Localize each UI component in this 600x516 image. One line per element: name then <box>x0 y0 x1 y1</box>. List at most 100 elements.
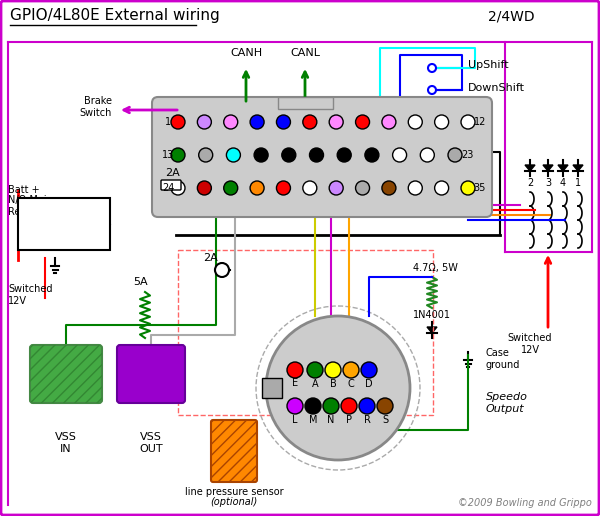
FancyBboxPatch shape <box>211 420 257 482</box>
Text: C: C <box>347 379 355 389</box>
Circle shape <box>461 115 475 129</box>
Circle shape <box>307 362 323 378</box>
Polygon shape <box>558 165 568 171</box>
Text: M: M <box>309 415 317 425</box>
Text: CANL: CANL <box>290 48 320 58</box>
Circle shape <box>337 148 351 162</box>
Text: VSS
OUT: VSS OUT <box>139 432 163 454</box>
Text: 87: 87 <box>25 208 35 218</box>
Text: 85: 85 <box>55 233 65 241</box>
Circle shape <box>408 181 422 195</box>
Circle shape <box>434 181 449 195</box>
Polygon shape <box>427 327 437 333</box>
Text: Switched
12V: Switched 12V <box>8 284 53 306</box>
Circle shape <box>254 148 268 162</box>
Circle shape <box>448 148 462 162</box>
Text: 4.7Ω, 5W: 4.7Ω, 5W <box>413 263 457 273</box>
Circle shape <box>359 398 375 414</box>
Circle shape <box>325 362 341 378</box>
Text: D: D <box>365 379 373 389</box>
Text: N/O Main
Relay: N/O Main Relay <box>8 195 53 217</box>
Text: 1: 1 <box>165 117 171 127</box>
FancyBboxPatch shape <box>161 180 181 190</box>
FancyBboxPatch shape <box>30 345 102 403</box>
Text: A: A <box>311 379 319 389</box>
Circle shape <box>343 362 359 378</box>
Text: N: N <box>328 415 335 425</box>
Text: L: L <box>292 415 298 425</box>
Circle shape <box>356 181 370 195</box>
Circle shape <box>420 148 434 162</box>
Circle shape <box>250 115 264 129</box>
Text: 30: 30 <box>55 208 65 218</box>
Text: P: P <box>346 415 352 425</box>
Circle shape <box>226 148 241 162</box>
Circle shape <box>428 86 436 94</box>
Text: 12: 12 <box>474 117 486 127</box>
Text: 24: 24 <box>162 183 174 193</box>
Circle shape <box>277 115 290 129</box>
Circle shape <box>250 181 264 195</box>
Text: B: B <box>329 379 337 389</box>
Text: CANH: CANH <box>230 48 262 58</box>
Text: 23: 23 <box>461 150 473 160</box>
Circle shape <box>215 263 229 277</box>
Bar <box>262 378 282 398</box>
Circle shape <box>428 64 436 72</box>
Circle shape <box>305 398 321 414</box>
Text: Batt +: Batt + <box>8 185 40 195</box>
Circle shape <box>266 316 410 460</box>
Circle shape <box>377 398 393 414</box>
Polygon shape <box>573 165 583 171</box>
Text: 35: 35 <box>474 183 486 193</box>
Circle shape <box>310 148 323 162</box>
Circle shape <box>197 115 211 129</box>
Circle shape <box>356 115 370 129</box>
Circle shape <box>197 181 211 195</box>
Circle shape <box>277 181 290 195</box>
Circle shape <box>224 181 238 195</box>
Bar <box>18 198 110 250</box>
Circle shape <box>382 115 396 129</box>
Text: 4: 4 <box>560 178 566 188</box>
Circle shape <box>171 115 185 129</box>
Circle shape <box>224 115 238 129</box>
Text: UpShift: UpShift <box>468 60 509 70</box>
Circle shape <box>171 148 185 162</box>
Circle shape <box>382 181 396 195</box>
Text: Case
ground: Case ground <box>486 348 520 369</box>
Circle shape <box>282 148 296 162</box>
Circle shape <box>329 115 343 129</box>
Text: 5A: 5A <box>133 277 148 287</box>
Text: GPIO/4L80E External wiring: GPIO/4L80E External wiring <box>10 8 220 23</box>
Text: 2A: 2A <box>203 253 217 263</box>
Bar <box>278 97 333 109</box>
Circle shape <box>287 398 303 414</box>
Circle shape <box>171 181 185 195</box>
Circle shape <box>303 115 317 129</box>
Text: R: R <box>364 415 370 425</box>
Text: ©2009 Bowling and Grippo: ©2009 Bowling and Grippo <box>458 498 592 508</box>
Circle shape <box>408 115 422 129</box>
Text: Speedo
Output: Speedo Output <box>486 392 528 414</box>
Text: VSS
IN: VSS IN <box>55 432 77 454</box>
Circle shape <box>199 148 212 162</box>
Circle shape <box>365 148 379 162</box>
Circle shape <box>392 148 407 162</box>
Text: S: S <box>382 415 388 425</box>
Text: 3: 3 <box>545 178 551 188</box>
Circle shape <box>341 398 357 414</box>
Text: E: E <box>292 378 298 388</box>
Circle shape <box>361 362 377 378</box>
Circle shape <box>287 362 303 378</box>
Circle shape <box>303 181 317 195</box>
Text: Brake
Switch: Brake Switch <box>80 96 112 118</box>
Text: line pressure sensor: line pressure sensor <box>185 487 283 497</box>
Text: DownShift: DownShift <box>468 83 525 93</box>
Polygon shape <box>525 165 535 171</box>
Polygon shape <box>543 165 553 171</box>
Text: 1: 1 <box>575 178 581 188</box>
Circle shape <box>329 181 343 195</box>
Text: Switched
12V: Switched 12V <box>508 333 552 354</box>
Text: 1N4001: 1N4001 <box>413 310 451 320</box>
